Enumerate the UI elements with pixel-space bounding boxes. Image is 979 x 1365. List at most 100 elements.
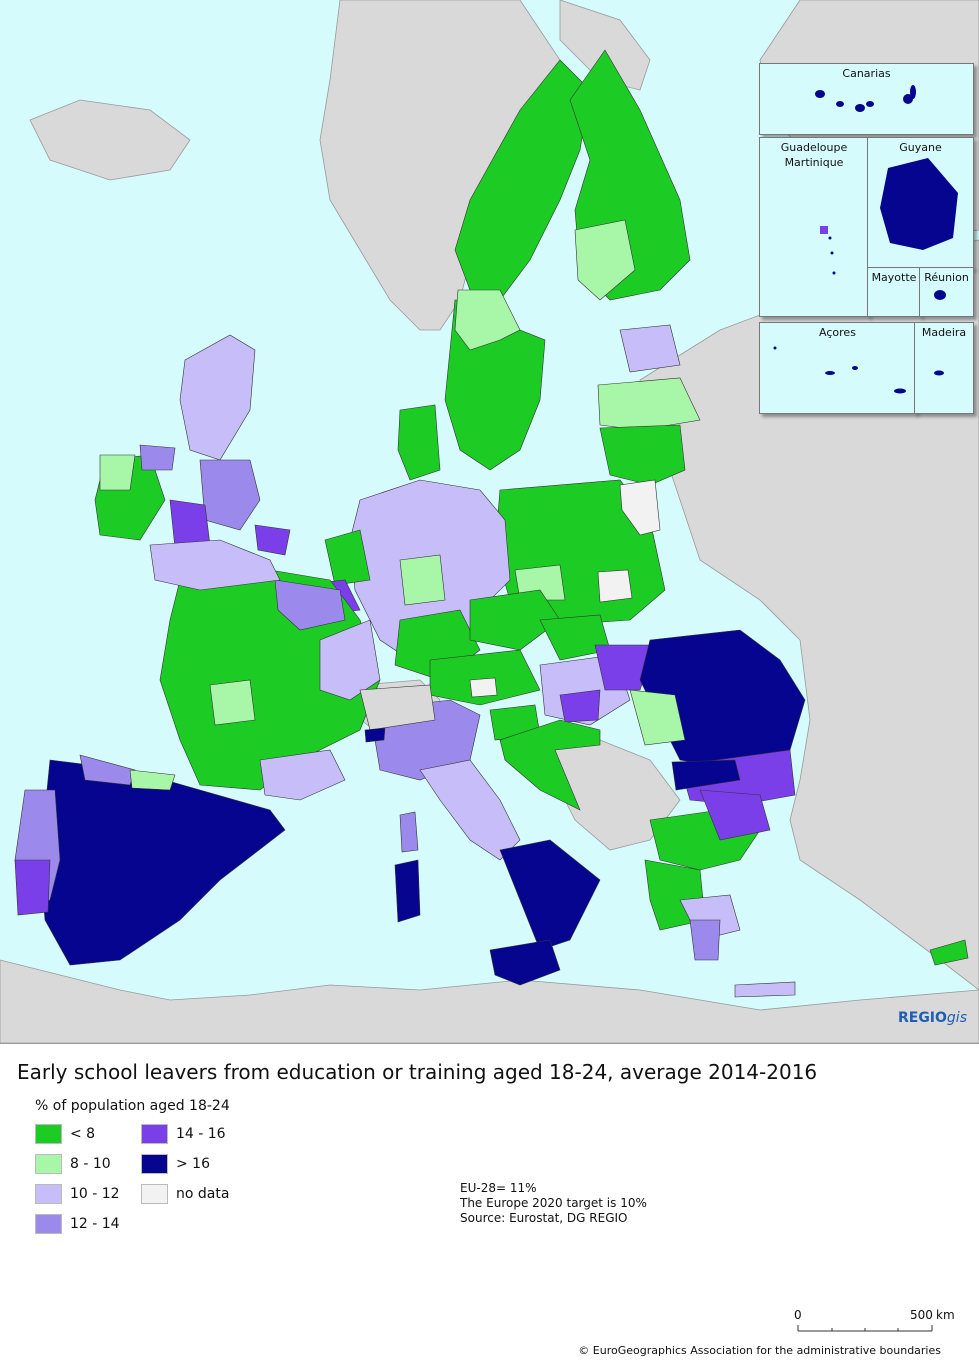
legend-item-no-data: no data <box>141 1184 229 1204</box>
legend-label: no data <box>176 1186 230 1202</box>
legend-swatch <box>141 1184 168 1204</box>
canarias-islands <box>815 85 916 112</box>
scale-bar: 0 500 km <box>792 1306 962 1336</box>
inset-label-canarias: Canarias <box>842 67 891 80</box>
region-madeira-canary-marker <box>364 727 386 743</box>
region-ireland-west <box>99 454 136 491</box>
region-sweden-north <box>454 59 591 301</box>
region-spain <box>39 759 286 966</box>
region-latvia <box>597 377 701 431</box>
region-spain-north <box>79 754 136 786</box>
region-uk-wales <box>169 499 211 549</box>
region-croatia <box>499 719 601 811</box>
inset-guadeloupe-martinique: Guadeloupe Martinique <box>759 137 869 317</box>
scale-unit: km <box>936 1308 955 1322</box>
region-france-south <box>259 749 346 801</box>
scale-end: 500 <box>910 1308 933 1322</box>
legend-swatch <box>35 1124 62 1144</box>
region-northern-ireland <box>139 444 176 471</box>
region-france-ne <box>274 579 346 631</box>
inset-guyane: Guyane <box>867 137 974 269</box>
inset-acores: Açores <box>759 322 916 414</box>
region-belarus-nodata <box>619 479 661 536</box>
legend-item-gt16: > 16 <box>141 1154 210 1174</box>
legend-item-8-10: 8 - 10 <box>35 1154 111 1174</box>
acores-islands <box>773 346 906 394</box>
region-portugal-south <box>14 859 51 916</box>
region-austria <box>429 649 541 706</box>
target-note: The Europe 2020 target is 10% <box>460 1196 647 1210</box>
region-estonia <box>619 324 681 373</box>
region-denmark <box>397 404 441 481</box>
guadeloupe-islands <box>820 226 836 275</box>
legend-swatch <box>35 1214 62 1234</box>
inset-label-acores: Açores <box>819 326 856 339</box>
scale-line <box>797 1325 933 1332</box>
legend-swatch <box>35 1154 62 1174</box>
region-sardinia <box>394 859 421 923</box>
region-uk-south <box>149 539 281 591</box>
legend-swatch <box>35 1184 62 1204</box>
legend-label: < 8 <box>70 1126 96 1142</box>
region-bulgaria-west <box>671 759 741 791</box>
regiogis-logo: REGIOgis <box>897 1010 967 1026</box>
region-cyprus <box>929 939 969 966</box>
inset-label-guadeloupe: Guadeloupe <box>780 141 848 154</box>
reunion-shape <box>934 290 946 300</box>
legend-label: 14 - 16 <box>176 1126 226 1142</box>
inset-label-madeira: Madeira <box>921 326 967 339</box>
copyright: © EuroGeographics Association for the ad… <box>578 1344 941 1357</box>
legend-swatch <box>141 1154 168 1174</box>
inset-label-reunion: Réunion <box>924 271 969 284</box>
legend-panel: Early school leavers from education or t… <box>0 1044 979 1365</box>
source-note: Source: Eurostat, DG REGIO <box>460 1211 628 1225</box>
inset-mayotte: Mayotte <box>867 267 921 317</box>
region-italy-south <box>499 839 601 951</box>
guyane-shape <box>880 158 958 250</box>
region-greece-peloponnese <box>689 919 721 961</box>
region-austria-nodata <box>469 677 498 698</box>
region-sicily <box>489 939 561 986</box>
region-romania-west <box>629 689 686 746</box>
region-france-sw <box>209 679 256 726</box>
region-switzerland <box>359 684 436 731</box>
region-uk-north <box>199 459 261 531</box>
notes: EU-28= 11% The Europe 2020 target is 10%… <box>460 1181 647 1226</box>
region-greece-east <box>699 789 771 841</box>
region-czechia <box>469 589 561 651</box>
region-uk-east <box>254 524 291 556</box>
legend-label: 8 - 10 <box>70 1156 111 1172</box>
madeira-shape <box>934 370 944 376</box>
region-italy-central <box>419 759 521 861</box>
inset-madeira: Madeira <box>914 322 974 414</box>
legend-item-lt8: < 8 <box>35 1124 95 1144</box>
legend-item-14-16: 14 - 16 <box>141 1124 226 1144</box>
region-netherlands <box>324 529 371 586</box>
region-finland-inner <box>574 219 636 301</box>
scale-start: 0 <box>794 1308 802 1322</box>
region-germany-mid <box>399 554 446 606</box>
inset-label-mayotte: Mayotte <box>871 271 917 284</box>
region-sweden-middle <box>454 289 521 351</box>
map-area: Canarias Guadeloupe Martinique Guyane Ma… <box>0 0 979 1044</box>
legend-swatch <box>141 1124 168 1144</box>
legend-label: > 16 <box>176 1156 210 1172</box>
region-poland-nodata <box>597 569 633 603</box>
region-uk-scotland <box>179 334 256 461</box>
legend-label: 12 - 14 <box>70 1216 120 1232</box>
region-corsica <box>399 811 419 853</box>
inset-reunion: Réunion <box>919 267 974 317</box>
legend-item-10-12: 10 - 12 <box>35 1184 120 1204</box>
eu-average-note: EU-28= 11% <box>460 1181 537 1195</box>
eu-regions <box>14 49 969 998</box>
inset-canarias: Canarias <box>759 63 974 135</box>
region-crete <box>734 981 796 998</box>
legend-subtitle: % of population aged 18-24 <box>35 1098 230 1114</box>
legend-label: 10 - 12 <box>70 1186 120 1202</box>
region-lithuania <box>599 424 686 486</box>
region-spain-ne <box>129 769 176 791</box>
region-poland-light <box>514 564 566 601</box>
region-hungary-east <box>559 689 601 723</box>
inset-label-guyane: Guyane <box>899 141 942 154</box>
legend-item-12-14: 12 - 14 <box>35 1214 120 1234</box>
